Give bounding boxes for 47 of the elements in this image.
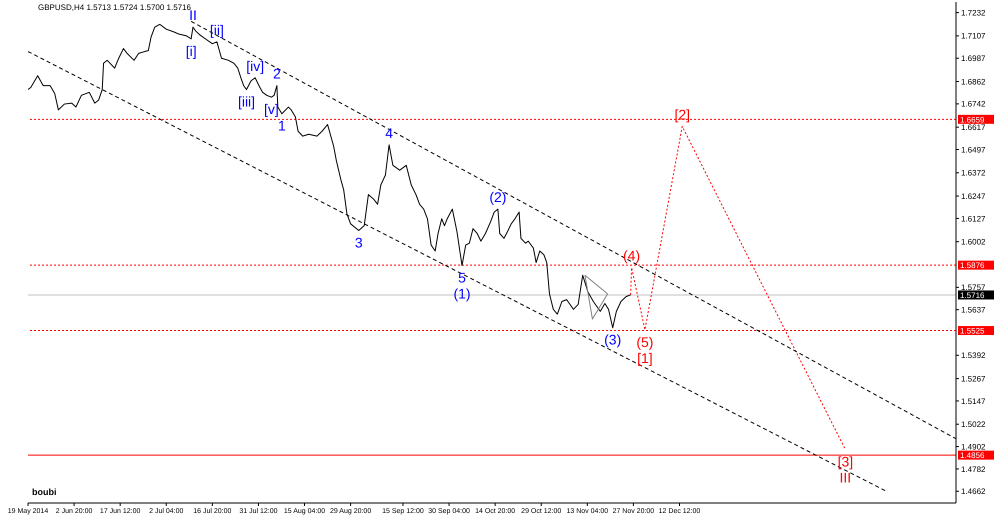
ref-line-label: 1.5876 bbox=[960, 261, 986, 270]
y-tick-label: 1.6002 bbox=[961, 238, 986, 247]
y-tick-label: 1.6127 bbox=[961, 214, 986, 224]
y-tick-label: 1.6497 bbox=[961, 145, 986, 154]
y-tick-label: 1.4662 bbox=[961, 487, 986, 496]
annotation: (1) bbox=[453, 286, 471, 302]
annotation: 4 bbox=[385, 124, 394, 141]
annotation: [iv] bbox=[246, 58, 264, 74]
y-tick-label: 1.4782 bbox=[961, 464, 986, 474]
ref-line-label: 1.5525 bbox=[960, 326, 986, 336]
y-tick-label: 1.5392 bbox=[961, 351, 986, 360]
annotation: (5) bbox=[636, 334, 654, 350]
annotation: [ii] bbox=[210, 22, 224, 38]
annotation: (2) bbox=[489, 189, 506, 206]
annotation: II bbox=[189, 7, 197, 24]
annotation: 1 bbox=[278, 118, 286, 134]
ref-line-label: 1.6659 bbox=[960, 115, 986, 124]
annotation: 5 bbox=[458, 270, 466, 286]
y-tick-label: 1.6372 bbox=[961, 168, 986, 178]
y-tick-label: 1.6742 bbox=[961, 100, 986, 109]
y-tick-label: 1.6862 bbox=[961, 77, 986, 86]
annotation: 2 bbox=[272, 66, 281, 82]
y-tick-label: 1.6987 bbox=[961, 54, 986, 64]
annotation: [1] bbox=[637, 350, 653, 366]
annotation: boubi bbox=[32, 487, 56, 497]
annotation: [3] bbox=[838, 454, 854, 470]
annotation: 3 bbox=[354, 234, 363, 251]
annotation: III bbox=[840, 470, 852, 486]
y-tick-label: 1.7107 bbox=[961, 32, 986, 41]
annotation: [v] bbox=[264, 101, 279, 118]
ref-line-label: 1.4856 bbox=[960, 451, 986, 460]
annotation: [iii] bbox=[238, 94, 256, 110]
annotation: [i] bbox=[186, 42, 197, 59]
annotation: (4) bbox=[623, 248, 640, 264]
y-tick-label: 1.7232 bbox=[961, 8, 986, 18]
annotation: (3) bbox=[604, 332, 622, 348]
y-tick-label: 1.4902 bbox=[961, 442, 986, 452]
chart-title: GBPUSD,H4 1.5713 1.5724 1.5700 1.5716 bbox=[38, 3, 191, 12]
y-tick-label: 1.5757 bbox=[961, 283, 986, 292]
y-tick-label: 1.6247 bbox=[961, 192, 986, 201]
ref-line-label: 1.5716 bbox=[960, 290, 986, 300]
y-tick-label: 1.6617 bbox=[961, 122, 986, 132]
y-tick-label: 1.5022 bbox=[961, 420, 986, 430]
y-tick-label: 1.5637 bbox=[961, 306, 986, 315]
y-tick-label: 1.5147 bbox=[961, 396, 986, 406]
y-tick-label: 1.5267 bbox=[961, 374, 986, 384]
annotation: [2] bbox=[674, 106, 690, 122]
